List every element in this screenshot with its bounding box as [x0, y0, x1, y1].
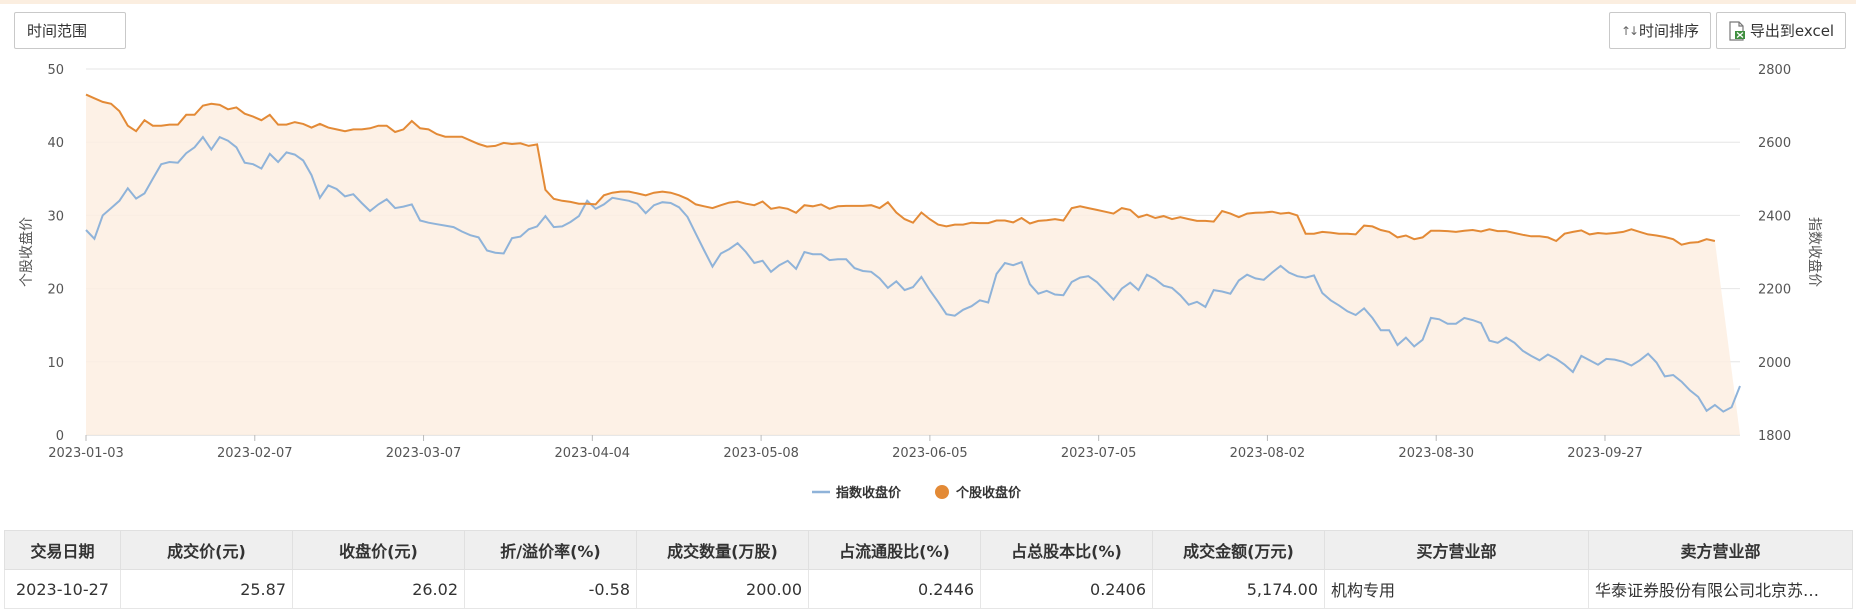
x-tick-label: 2023-09-27	[1567, 446, 1643, 461]
cell-buyer: 机构专用	[1324, 569, 1589, 609]
cell-float-ratio: 0.2446	[808, 569, 981, 609]
cell-close-price: 26.02	[292, 569, 465, 609]
left-tick-label: 50	[47, 63, 64, 78]
export-excel-label: 导出到excel	[1749, 22, 1835, 40]
x-tick-label: 2023-08-30	[1398, 446, 1474, 461]
x-tick-label: 2023-04-04	[555, 446, 631, 461]
right-axis-label: 指数收盘价	[1806, 217, 1823, 287]
x-axis-ticks: 2023-01-03 2023-02-07 2023-03-07 2023-04-04…	[48, 435, 1643, 461]
left-axis-ticks: 0 10 20 30 40 50	[47, 63, 64, 444]
left-tick-label: 30	[47, 209, 64, 224]
chart-legend[interactable]: 指数收盘价 个股收盘价	[812, 485, 1022, 501]
legend-index-label[interactable]: 指数收盘价	[836, 485, 902, 501]
col-volume[interactable]: 成交数量(万股)	[636, 530, 809, 570]
col-premium-rate[interactable]: 折/溢价率(%)	[464, 530, 637, 570]
right-tick-label: 2000	[1758, 356, 1791, 371]
right-tick-label: 2600	[1758, 136, 1791, 151]
x-tick-label: 2023-06-05	[892, 446, 968, 461]
time-range-label: 时间范围	[27, 22, 88, 40]
x-tick-label: 2023-08-02	[1230, 446, 1306, 461]
x-tick-label: 2023-07-05	[1061, 446, 1137, 461]
right-tick-label: 2800	[1758, 63, 1791, 78]
price-chart: 0 10 20 30 40 50 1800 2000 2200 2400 2600 2800 202…	[18, 63, 1823, 501]
col-amount[interactable]: 成交金额(万元)	[1152, 530, 1325, 570]
table-header-row: 交易日期 成交价(元) 收盘价(元) 折/溢价率(%) 成交数量(万股) 占流通…	[4, 530, 1853, 570]
cell-volume: 200.00	[636, 569, 809, 609]
cell-amount: 5,174.00	[1152, 569, 1325, 609]
left-tick-label: 40	[47, 136, 64, 151]
col-buyer[interactable]: 买方营业部	[1324, 530, 1589, 570]
left-tick-label: 20	[47, 283, 64, 298]
cell-trade-price: 25.87	[120, 569, 293, 609]
col-close-price[interactable]: 收盘价(元)	[292, 530, 465, 570]
col-trade-price[interactable]: 成交价(元)	[120, 530, 293, 570]
x-tick-label: 2023-03-07	[386, 446, 462, 461]
block-trade-table: 交易日期 成交价(元) 收盘价(元) 折/溢价率(%) 成交数量(万股) 占流通…	[4, 530, 1853, 609]
time-range-button[interactable]: 时间范围	[14, 12, 126, 49]
x-tick-label: 2023-01-03	[48, 446, 124, 461]
right-tick-label: 2200	[1758, 283, 1791, 298]
right-axis-ticks: 1800 2000 2200 2400 2600 2800	[1758, 63, 1791, 444]
time-sort-label: 时间排序	[1639, 22, 1700, 40]
col-seller[interactable]: 卖方营业部	[1588, 530, 1853, 570]
col-float-ratio[interactable]: 占流通股比(%)	[808, 530, 981, 570]
left-tick-label: 0	[56, 429, 64, 444]
stock-price-area	[86, 94, 1740, 435]
x-tick-label: 2023-05-08	[723, 446, 799, 461]
cell-premium-rate: -0.58	[464, 569, 637, 609]
time-sort-button[interactable]: ↑↓ 时间排序	[1609, 12, 1711, 49]
cell-trade-date: 2023-10-27	[4, 569, 121, 609]
col-trade-date[interactable]: 交易日期	[4, 530, 121, 570]
table-row[interactable]: 2023-10-27 25.87 26.02 -0.58 200.00 0.24…	[4, 569, 1853, 609]
x-tick-label: 2023-02-07	[217, 446, 293, 461]
legend-stock-label[interactable]: 个股收盘价	[955, 485, 1022, 501]
right-tick-label: 2400	[1758, 209, 1791, 224]
stock-price-line	[85, 93, 1716, 246]
left-tick-label: 10	[47, 356, 64, 371]
cell-total-ratio: 0.2406	[980, 569, 1153, 609]
right-tick-label: 1800	[1758, 429, 1791, 444]
sort-arrows-icon: ↑↓	[1620, 23, 1639, 38]
top-accent-line	[0, 0, 1856, 4]
cell-seller: 华泰证券股份有限公司北京苏…	[1588, 569, 1853, 609]
legend-stock-swatch	[935, 485, 949, 499]
index-price-line	[85, 135, 1741, 413]
export-excel-button[interactable]: 导出到excel	[1716, 12, 1846, 49]
col-total-ratio[interactable]: 占总股本比(%)	[980, 530, 1153, 570]
excel-icon	[1728, 20, 1746, 41]
left-axis-label: 个股收盘价	[18, 217, 35, 287]
